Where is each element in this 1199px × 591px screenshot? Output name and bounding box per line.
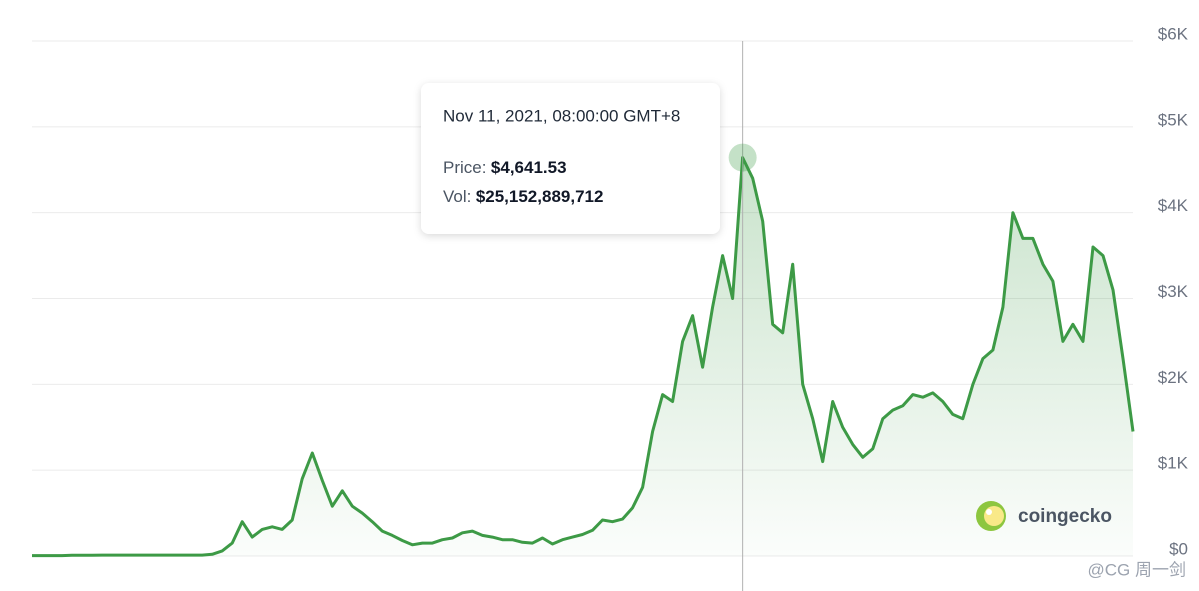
y-tick-label: $0: [1169, 539, 1188, 558]
y-tick-label: $5K: [1158, 110, 1189, 129]
credit: @CG 周一剑: [1088, 560, 1186, 579]
tooltip-date: Nov 11, 2021, 08:00:00 GMT+8: [443, 106, 680, 125]
price-line: [32, 156, 1135, 558]
logo-eye: [986, 509, 992, 515]
y-tick-label: $6K: [1158, 24, 1189, 43]
tooltip-price: Price: $4,641.53: [443, 158, 567, 177]
area: [32, 157, 1133, 556]
watermark-text: coingecko: [1018, 506, 1112, 527]
y-tick-label: $4K: [1158, 196, 1189, 215]
tooltip: Nov 11, 2021, 08:00:00 GMT+8 Price: $4,6…: [421, 83, 720, 234]
y-tick-label: $2K: [1158, 368, 1189, 387]
tooltip-box: [421, 83, 720, 234]
watermark: coingecko: [976, 501, 1112, 531]
price-value: $4,641.53: [491, 158, 567, 177]
logo-inner: [984, 506, 1004, 526]
vol-label: Vol:: [443, 187, 471, 206]
vol-value: $25,152,889,712: [476, 187, 604, 206]
price-label: Price:: [443, 158, 486, 177]
y-tick-label: $1K: [1158, 454, 1189, 473]
hover-point: [728, 143, 757, 172]
y-tick-label: $3K: [1158, 282, 1189, 301]
tooltip-vol: Vol: $25,152,889,712: [443, 187, 603, 206]
